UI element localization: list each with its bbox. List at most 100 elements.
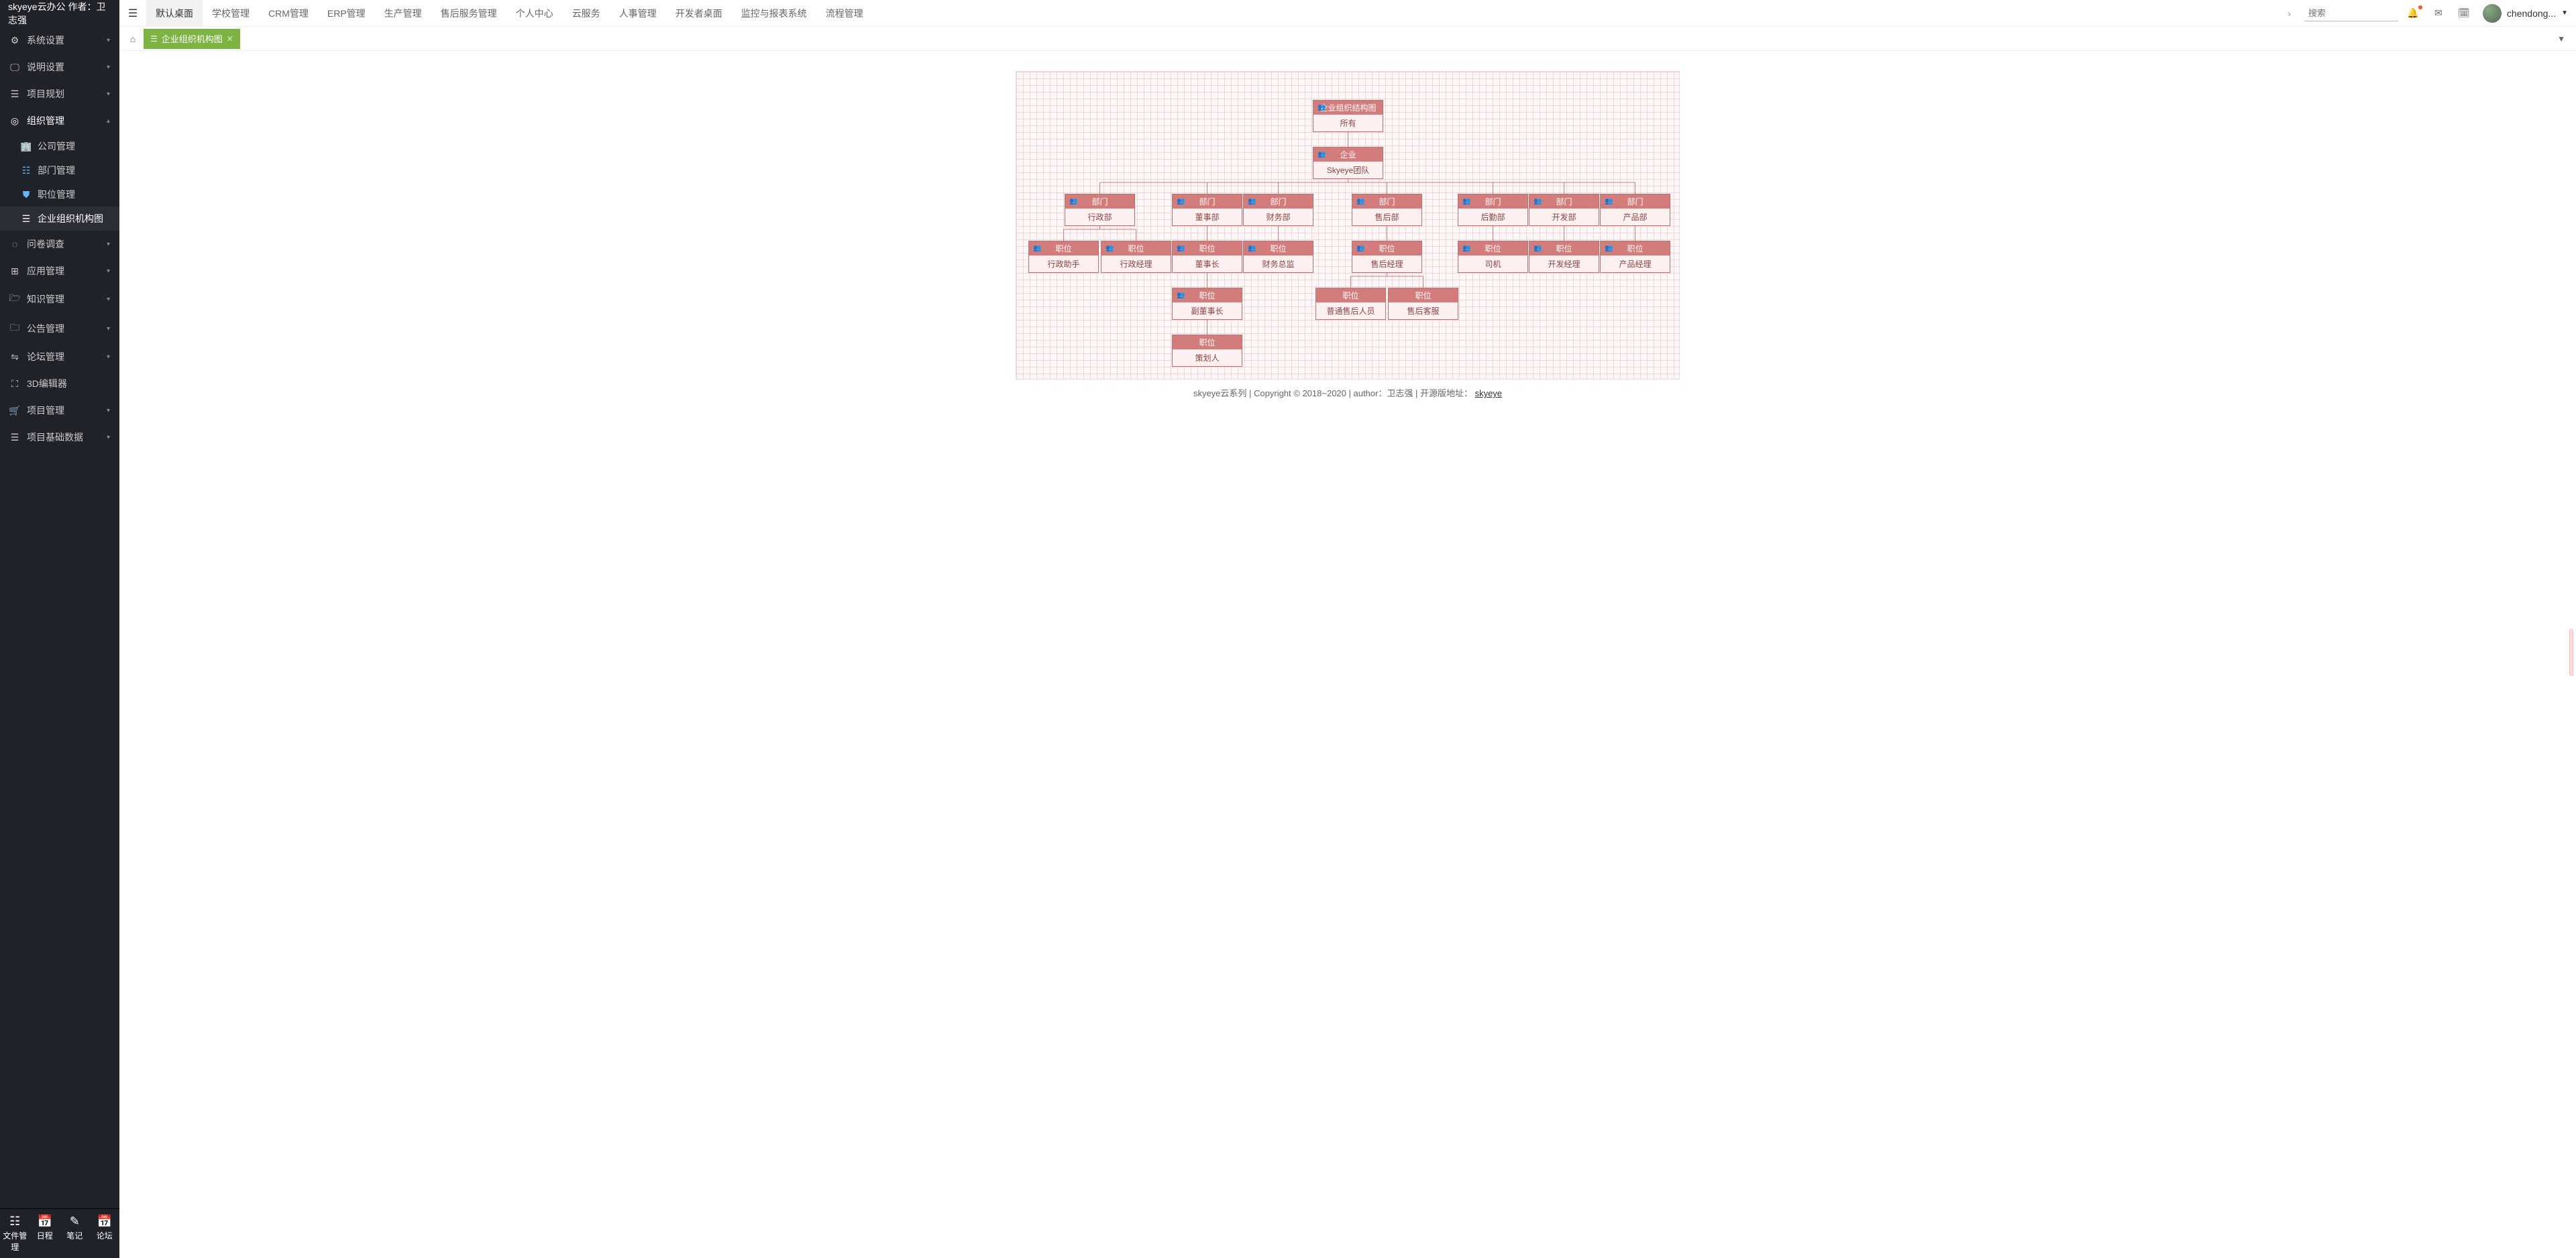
org-node[interactable]: 👥职位财务总监 xyxy=(1243,241,1313,273)
org-node[interactable]: 👥职位开发经理 xyxy=(1529,241,1599,273)
mail-icon[interactable]: ✉ xyxy=(2432,7,2445,20)
group-icon: 👥 xyxy=(1069,198,1077,205)
sidebar-item-label: 说明设置 xyxy=(27,60,64,74)
org-node[interactable]: 职位策划人 xyxy=(1172,335,1242,367)
top-nav-item[interactable]: 人事管理 xyxy=(610,0,666,27)
org-node[interactable]: 职位售后客服 xyxy=(1388,288,1458,320)
tab-org-chart[interactable]: ☰ 企业组织机构图 ✕ xyxy=(144,29,240,49)
org-node-type: 职位 xyxy=(1627,243,1643,254)
sidebar-item[interactable]: ⛶3D编辑器 xyxy=(0,370,119,397)
org-node-title: 财务部 xyxy=(1244,209,1313,225)
nav-scroll-icon[interactable]: › xyxy=(2282,8,2296,19)
org-node-type: 职位 xyxy=(1342,290,1358,301)
sidebar-subitem-label: 部门管理 xyxy=(38,164,75,177)
chevron-icon: ▾ xyxy=(107,37,110,44)
top-nav-item[interactable]: 生产管理 xyxy=(375,0,431,27)
top-nav-item[interactable]: 监控与报表系统 xyxy=(732,0,816,27)
search-input[interactable] xyxy=(2304,5,2398,21)
right-slider-rail[interactable] xyxy=(2569,629,2573,676)
tab-home-icon[interactable]: ⌂ xyxy=(125,31,141,47)
org-node[interactable]: 👥部门董事部 xyxy=(1172,194,1242,226)
org-node[interactable]: 👥职位产品经理 xyxy=(1600,241,1670,273)
tabstrip-more-icon[interactable]: ▼ xyxy=(2552,34,2571,44)
group-icon: 👥 xyxy=(1248,198,1256,205)
sidebar-item[interactable]: 🗁知识管理▾ xyxy=(0,284,119,314)
top-nav-item[interactable]: ERP管理 xyxy=(318,0,375,27)
sidebar-item[interactable]: ◎组织管理▴ xyxy=(0,107,119,134)
footer-item-icon: ✎ xyxy=(60,1214,90,1228)
org-node-title: 售后客服 xyxy=(1389,302,1458,319)
sidebar-subitem[interactable]: ⛊职位管理 xyxy=(0,182,119,207)
top-nav-item[interactable]: 默认桌面 xyxy=(146,0,203,27)
org-node[interactable]: 👥部门售后部 xyxy=(1352,194,1422,226)
top-nav-item[interactable]: 学校管理 xyxy=(203,0,259,27)
org-node-title: 售后部 xyxy=(1352,209,1421,225)
sidebar-item-label: 3D编辑器 xyxy=(27,377,67,390)
top-nav-item[interactable]: CRM管理 xyxy=(259,0,318,27)
org-node[interactable]: 👥企业组织结构图所有 xyxy=(1313,100,1383,132)
org-node[interactable]: 👥部门财务部 xyxy=(1243,194,1313,226)
sidebar-item[interactable]: ☰项目规划▾ xyxy=(0,80,119,107)
chevron-icon: ▾ xyxy=(107,296,110,303)
sidebar-item[interactable]: ⚙系统设置▾ xyxy=(0,27,119,54)
org-node[interactable]: 职位普通售后人员 xyxy=(1316,288,1386,320)
tab-close-icon[interactable]: ✕ xyxy=(227,34,233,44)
org-node[interactable]: 👥部门后勤部 xyxy=(1458,194,1528,226)
org-node[interactable]: 👥职位行政助手 xyxy=(1028,241,1099,273)
top-nav-item[interactable]: 流程管理 xyxy=(816,0,873,27)
org-node-type: 职位 xyxy=(1485,243,1501,254)
sidebar-item[interactable]: ⊞应用管理▾ xyxy=(0,258,119,284)
org-node[interactable]: 👥职位董事长 xyxy=(1172,241,1242,273)
org-node-title: 副董事长 xyxy=(1173,302,1242,319)
sidebar-item[interactable]: ⇋论坛管理▾ xyxy=(0,343,119,370)
org-node[interactable]: 👥职位司机 xyxy=(1458,241,1528,273)
sidebar-item[interactable]: ☰项目基础数据▾ xyxy=(0,424,119,451)
org-node[interactable]: 👥企业Skyeye团队 xyxy=(1313,147,1383,179)
org-node-title: 开发部 xyxy=(1529,209,1599,225)
sidebar-item-label: 项目基础数据 xyxy=(27,431,83,444)
org-node-type: 部门 xyxy=(1627,196,1643,207)
org-node[interactable]: 👥部门开发部 xyxy=(1529,194,1599,226)
sidebar-item-icon: ☰ xyxy=(9,89,20,100)
sidebar-footer-item[interactable]: 📅论坛 xyxy=(90,1209,120,1258)
menu-toggle-icon[interactable]: ☰ xyxy=(119,7,146,20)
top-nav-item[interactable]: 售后服务管理 xyxy=(431,0,506,27)
chevron-icon: ▾ xyxy=(107,241,110,248)
top-nav-item[interactable]: 开发者桌面 xyxy=(666,0,732,27)
bell-icon[interactable]: 🔔 xyxy=(2406,7,2420,20)
footer-link[interactable]: skyeye xyxy=(1475,388,1502,398)
org-node-type: 部门 xyxy=(1556,196,1572,207)
sidebar-item-label: 系统设置 xyxy=(27,34,64,47)
org-node[interactable]: 👥部门行政部 xyxy=(1065,194,1135,226)
sidebar-item[interactable]: 🗀公告管理▾ xyxy=(0,314,119,343)
sidebar-subitem-icon: ⛊ xyxy=(21,190,31,199)
org-chart-canvas[interactable]: 👥企业组织结构图所有👥企业Skyeye团队👥部门行政部👥部门董事部👥部门财务部👥… xyxy=(1016,71,1680,380)
tabstrip: ⌂ ☰ 企业组织机构图 ✕ ▼ xyxy=(119,27,2576,51)
top-nav-item[interactable]: 个人中心 xyxy=(506,0,563,27)
caret-down-icon: ▼ xyxy=(2561,9,2568,17)
sidebar-item[interactable]: 🛒项目管理▾ xyxy=(0,397,119,424)
group-icon: 👥 xyxy=(1033,245,1041,252)
sidebar-subitem[interactable]: ☰企业组织机构图 xyxy=(0,207,119,231)
top-nav-item[interactable]: 云服务 xyxy=(563,0,610,27)
user-menu[interactable]: chendong... ▼ xyxy=(2483,4,2568,23)
sidebar: ⚙系统设置▾🖵说明设置▾☰项目规划▾◎组织管理▴🏢公司管理☷部门管理⛊职位管理☰… xyxy=(0,27,119,1258)
org-node[interactable]: 👥职位售后经理 xyxy=(1352,241,1422,273)
sidebar-footer-item[interactable]: 📅日程 xyxy=(30,1209,60,1258)
group-icon: 👥 xyxy=(1462,198,1470,205)
sidebar-subitem[interactable]: ☷部门管理 xyxy=(0,158,119,182)
org-node[interactable]: 👥职位副董事长 xyxy=(1172,288,1242,320)
footer-item-label: 文件管理 xyxy=(0,1230,30,1253)
org-node[interactable]: 👥职位行政经理 xyxy=(1101,241,1171,273)
sidebar-item-icon: ☰ xyxy=(9,432,20,443)
sidebar-footer-item[interactable]: ☷文件管理 xyxy=(0,1209,30,1258)
org-node[interactable]: 👥部门产品部 xyxy=(1600,194,1670,226)
sidebar-subitem[interactable]: 🏢公司管理 xyxy=(0,134,119,158)
sidebar-item[interactable]: 🖵说明设置▾ xyxy=(0,54,119,80)
sidebar-item-label: 论坛管理 xyxy=(27,350,64,363)
calendar-icon[interactable]: 🗓 xyxy=(2457,7,2471,20)
sidebar-item[interactable]: ◌问卷调查▾ xyxy=(0,231,119,258)
org-node-type: 职位 xyxy=(1379,243,1395,254)
org-node-type: 企业组织结构图 xyxy=(1320,102,1376,113)
sidebar-footer-item[interactable]: ✎笔记 xyxy=(60,1209,90,1258)
